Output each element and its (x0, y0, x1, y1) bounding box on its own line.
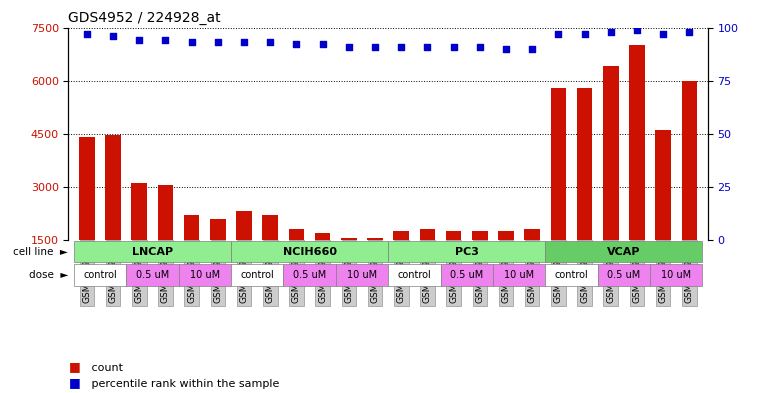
Text: control: control (397, 270, 431, 280)
Bar (498, 231, 514, 293)
Point (500, 46, 512, 52)
Point (212, 39, 224, 46)
Point (107, 33, 119, 39)
Bar (446, 231, 461, 293)
Bar (105, 135, 121, 293)
Bar (419, 229, 435, 293)
Point (133, 37, 145, 43)
Bar (183, 215, 199, 293)
Text: cell line  ►: cell line ► (13, 246, 68, 257)
FancyBboxPatch shape (388, 264, 441, 286)
FancyBboxPatch shape (597, 264, 650, 286)
Point (395, 44, 407, 50)
FancyBboxPatch shape (126, 264, 179, 286)
Text: 10 uM: 10 uM (504, 270, 534, 280)
Point (81, 31, 93, 37)
Point (369, 44, 381, 50)
FancyBboxPatch shape (441, 264, 493, 286)
Point (605, 29, 617, 35)
Point (422, 44, 434, 50)
Text: ■: ■ (68, 376, 80, 389)
Text: 10 uM: 10 uM (189, 270, 220, 280)
Bar (158, 185, 174, 293)
Text: 10 uM: 10 uM (661, 270, 691, 280)
Point (342, 44, 355, 50)
Text: 10 uM: 10 uM (347, 270, 377, 280)
Point (447, 44, 460, 50)
Bar (263, 215, 278, 293)
Point (159, 37, 171, 43)
Point (683, 29, 696, 35)
Point (657, 31, 669, 37)
FancyBboxPatch shape (546, 241, 702, 262)
Point (186, 39, 198, 46)
Point (317, 41, 329, 48)
FancyBboxPatch shape (546, 264, 597, 286)
Point (238, 39, 250, 46)
Point (552, 31, 565, 37)
Bar (577, 88, 593, 293)
Bar (524, 229, 540, 293)
Bar (210, 219, 226, 293)
Text: 0.5 uM: 0.5 uM (450, 270, 483, 280)
Text: ■: ■ (68, 360, 80, 373)
Bar (367, 238, 383, 293)
Bar (132, 183, 147, 293)
Text: LNCAP: LNCAP (132, 246, 173, 257)
Bar (393, 231, 409, 293)
Text: PC3: PC3 (455, 246, 479, 257)
Text: 0.5 uM: 0.5 uM (135, 270, 169, 280)
FancyBboxPatch shape (74, 241, 231, 262)
Text: GDS4952 / 224928_at: GDS4952 / 224928_at (68, 11, 221, 25)
FancyBboxPatch shape (336, 264, 388, 286)
Text: count: count (88, 364, 123, 373)
Bar (682, 81, 697, 293)
Bar (236, 211, 252, 293)
Text: 0.5 uM: 0.5 uM (607, 270, 641, 280)
Bar (655, 130, 671, 293)
Point (264, 39, 276, 46)
FancyBboxPatch shape (179, 264, 231, 286)
Text: 0.5 uM: 0.5 uM (293, 270, 326, 280)
Point (631, 26, 643, 33)
Point (578, 31, 591, 37)
Point (526, 46, 538, 52)
Text: control: control (555, 270, 588, 280)
FancyBboxPatch shape (231, 264, 283, 286)
Bar (472, 231, 488, 293)
Text: control: control (240, 270, 274, 280)
Point (291, 41, 303, 48)
Text: NCIH660: NCIH660 (282, 246, 336, 257)
Bar (629, 45, 645, 293)
FancyBboxPatch shape (283, 264, 336, 286)
Bar (315, 233, 330, 293)
Text: dose  ►: dose ► (29, 270, 68, 280)
Bar (341, 238, 357, 293)
Text: VCAP: VCAP (607, 246, 641, 257)
Text: control: control (83, 270, 116, 280)
Bar (550, 88, 566, 293)
FancyBboxPatch shape (388, 241, 546, 262)
FancyBboxPatch shape (493, 264, 546, 286)
FancyBboxPatch shape (650, 264, 702, 286)
Point (473, 44, 486, 50)
Text: percentile rank within the sample: percentile rank within the sample (88, 379, 279, 389)
FancyBboxPatch shape (74, 264, 126, 286)
FancyBboxPatch shape (231, 241, 388, 262)
Bar (288, 229, 304, 293)
Bar (603, 66, 619, 293)
Bar (79, 137, 94, 293)
